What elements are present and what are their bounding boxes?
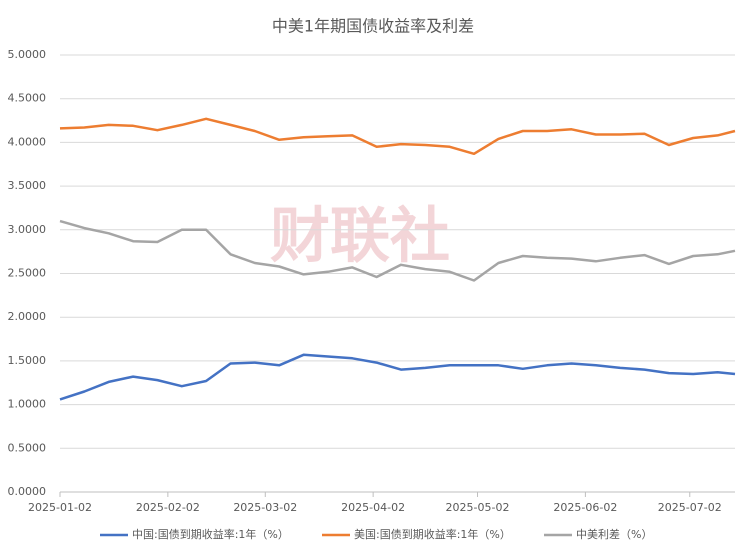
y-tick-label: 3.0000 [8, 223, 47, 236]
x-tick-label: 2025-07-02 [658, 501, 722, 514]
watermark: 财联社 [270, 202, 450, 272]
y-tick-label: 2.5000 [8, 267, 47, 280]
x-tick-label: 2025-06-02 [553, 501, 617, 514]
y-tick-label: 0.0000 [8, 485, 47, 498]
series-line [59, 117, 736, 156]
y-tick-label: 5.0000 [8, 48, 47, 61]
legend-label: 中美利差（%） [576, 527, 652, 541]
x-tick-label: 2025-02-02 [136, 501, 200, 514]
legend-label: 中国:国债到期收益率:1年（%） [132, 527, 289, 541]
series-line [59, 353, 736, 401]
y-tick-label: 4.5000 [8, 92, 47, 105]
y-tick-label: 1.5000 [8, 354, 47, 367]
y-tick-label: 3.5000 [8, 179, 47, 192]
y-tick-label: 2.0000 [8, 310, 47, 323]
series-line [59, 219, 736, 282]
x-tick-label: 2025-03-02 [233, 501, 297, 514]
y-tick-label: 0.5000 [8, 441, 47, 454]
chart-title: 中美1年期国债收益率及利差 [272, 17, 474, 36]
x-tick-label: 2025-04-02 [341, 501, 405, 514]
legend-label: 美国:国债到期收益率:1年（%） [354, 527, 511, 541]
y-tick-label: 1.0000 [8, 398, 47, 411]
y-tick-label: 4.0000 [8, 135, 47, 148]
x-tick-label: 2025-05-02 [446, 501, 510, 514]
x-tick-label: 2025-01-02 [28, 501, 92, 514]
